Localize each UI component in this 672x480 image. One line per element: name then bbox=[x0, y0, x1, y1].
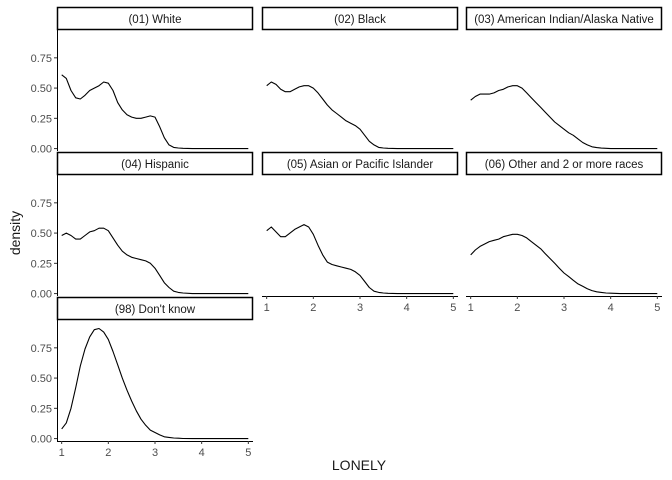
facet-strip bbox=[261, 6, 459, 31]
facet-title: (98) Don't know bbox=[115, 304, 196, 316]
facet-title: (03) American Indian/Alaska Native bbox=[474, 14, 654, 26]
x-tick-label: 4 bbox=[199, 447, 205, 459]
y-tick-label: 0.50 bbox=[31, 83, 52, 95]
density-line bbox=[470, 233, 658, 295]
y-tick-label: 0.75 bbox=[31, 53, 52, 65]
facet-strip bbox=[261, 151, 459, 176]
x-tick-label: 3 bbox=[152, 447, 158, 459]
y-tick-label: 0.50 bbox=[31, 228, 52, 240]
x-tick-label: 2 bbox=[514, 302, 520, 314]
facet-title: (06) Other and 2 or more races bbox=[485, 159, 644, 171]
facet-strip bbox=[56, 296, 254, 321]
x-tick-label: 2 bbox=[310, 302, 316, 314]
facet-title: (05) Asian or Pacific Islander bbox=[287, 159, 434, 171]
density-line bbox=[266, 81, 454, 150]
y-tick-label: 0.25 bbox=[31, 113, 52, 125]
x-tick-label: 1 bbox=[468, 302, 474, 314]
density-line bbox=[470, 85, 658, 150]
y-tick-label: 0.75 bbox=[31, 343, 52, 355]
x-tick-label: 5 bbox=[450, 302, 456, 314]
facet-panel: (02) Black bbox=[261, 6, 459, 150]
facet-panel: (06) Other and 2 or more races 1 2 3 4 5 bbox=[465, 151, 663, 314]
y-tick-label: 0.25 bbox=[31, 258, 52, 270]
facet-title: (02) Black bbox=[334, 14, 386, 26]
y-tick-label: 0.00 bbox=[31, 434, 52, 446]
x-tick-label: 4 bbox=[608, 302, 614, 314]
y-tick-label: 0.00 bbox=[31, 144, 52, 156]
x-tick-label: 3 bbox=[357, 302, 363, 314]
y-tick-label: 0.50 bbox=[31, 373, 52, 385]
density-line bbox=[61, 74, 249, 150]
density-line bbox=[266, 224, 454, 295]
x-tick-label: 5 bbox=[245, 447, 251, 459]
x-tick-label: 4 bbox=[404, 302, 410, 314]
facet-panel: (98) Don't know 0.00 0.25 0.50 0.75 1 2 3 4 5 bbox=[31, 296, 254, 459]
facet-strip bbox=[465, 151, 663, 176]
facet-panel: (03) American Indian/Alaska Native bbox=[465, 6, 663, 150]
facet-strip bbox=[56, 151, 254, 176]
y-tick-label: 0.75 bbox=[31, 198, 52, 210]
x-axis-title: LONELY bbox=[332, 457, 387, 473]
x-tick-label: 1 bbox=[264, 302, 270, 314]
facet-title: (01) White bbox=[128, 14, 181, 26]
facet-strip bbox=[56, 6, 254, 31]
x-tick-label: 2 bbox=[105, 447, 111, 459]
facet-panels: (01) White 0.00 0.25 0.50 0.75 (02) Black (03)… bbox=[31, 6, 663, 459]
x-tick-label: 5 bbox=[654, 302, 660, 314]
facet-title: (04) Hispanic bbox=[121, 159, 189, 171]
facet-panel: (05) Asian or Pacific Islander 1 2 3 4 5 bbox=[261, 151, 459, 314]
facet-strip bbox=[465, 6, 663, 31]
x-tick-label: 1 bbox=[59, 447, 65, 459]
density-line bbox=[61, 227, 249, 295]
facet-panel: (04) Hispanic 0.00 0.25 0.50 0.75 bbox=[31, 151, 254, 301]
y-tick-label: 0.00 bbox=[31, 289, 52, 301]
facet-panel: (01) White 0.00 0.25 0.50 0.75 bbox=[31, 6, 254, 156]
x-tick-label: 3 bbox=[561, 302, 567, 314]
y-tick-label: 0.25 bbox=[31, 403, 52, 415]
y-axis-title: density bbox=[7, 211, 23, 255]
density-line bbox=[61, 327, 249, 440]
